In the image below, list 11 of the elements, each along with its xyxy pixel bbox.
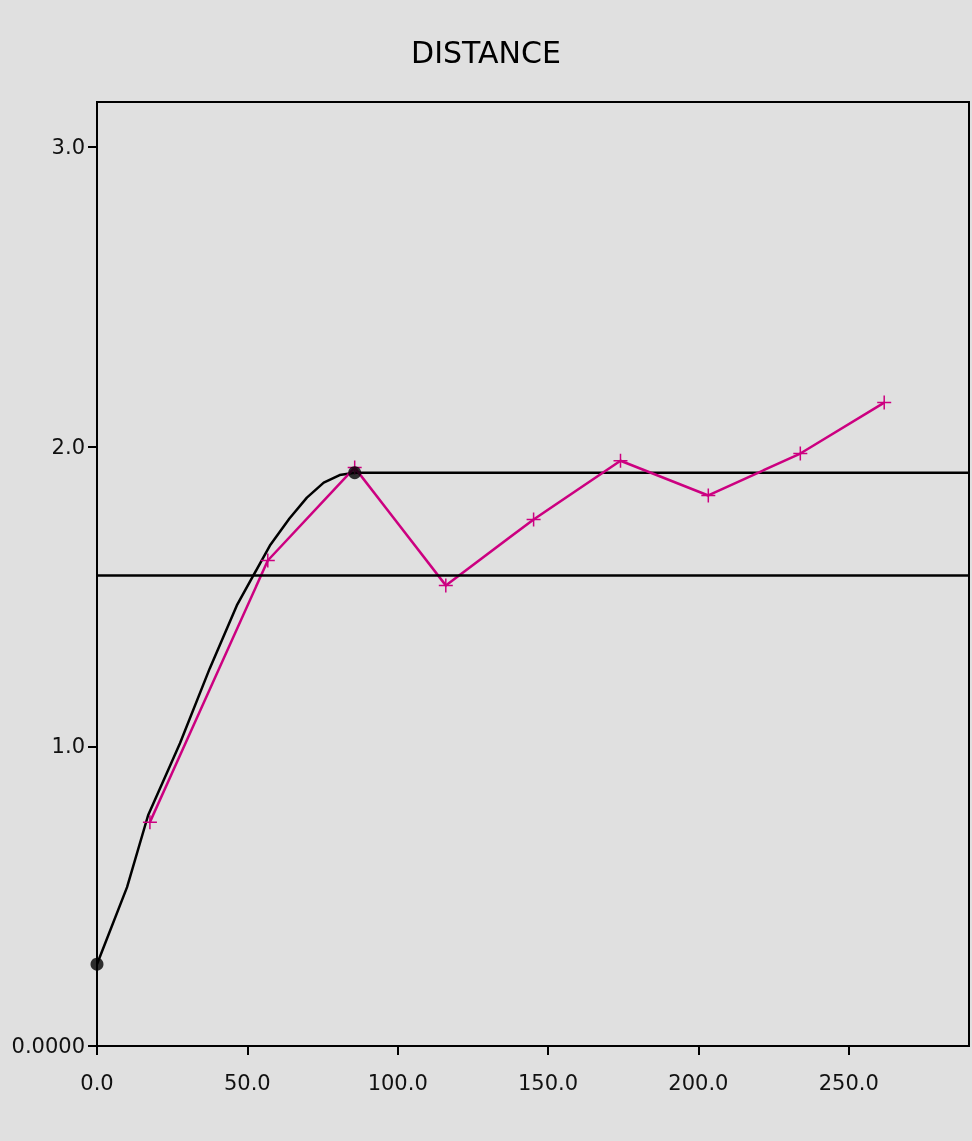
x-tick-label: 50.0	[223, 1070, 271, 1095]
x-tick-label: 200.0	[668, 1070, 729, 1095]
chart-title: DISTANCE	[411, 34, 561, 70]
x-tick-label: 0.0	[80, 1070, 114, 1095]
x-tick-label: 100.0	[367, 1070, 428, 1095]
x-tick-label: 250.0	[818, 1070, 879, 1095]
x-tick-label: 150.0	[517, 1070, 579, 1095]
y-tick-label: 0.0000	[11, 1034, 85, 1058]
y-tick-label: 1.0	[51, 734, 85, 759]
y-tick-label: 2.0	[51, 434, 85, 459]
y-tick-label: 3.0	[51, 134, 85, 159]
